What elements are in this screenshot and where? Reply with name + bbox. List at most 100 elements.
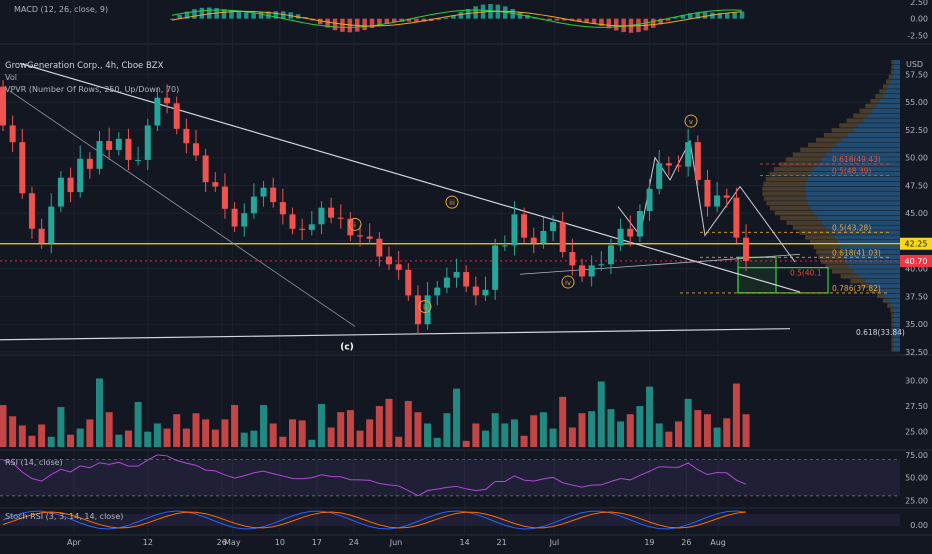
vpvr-bar-down [800,147,832,152]
vpvr-bar-up [882,94,900,99]
fib-level-label: 0.618(33.84) [856,328,905,337]
volume-bar [607,409,615,447]
base-support-line [0,328,791,341]
vpvr-bar-up [805,191,900,196]
vpvr-bar-up [807,201,900,206]
vpvr-bar-up [894,347,900,352]
vpvr-bar-up [807,176,900,182]
candle-body [328,207,335,218]
time-tick-label: 24 [349,538,359,547]
price-tick-label: 50.00 [905,154,928,163]
vpvr-bar-up [821,157,900,162]
vpvr-bar-down [888,74,893,79]
time-tick-label: 14 [460,538,470,547]
level-price-badge [900,237,932,250]
candle-body [28,193,35,229]
price-tick-label: 35.00 [905,320,928,329]
macd-histogram-bar [658,18,663,25]
vpvr-bar-up [888,84,900,89]
volume-bar [636,406,644,447]
candle-body [337,217,344,219]
candles [0,79,750,335]
volume-bar [453,388,461,447]
volume-bar [57,407,65,447]
macd-histogram-bar [414,18,419,22]
macd-histogram-bar [643,18,649,31]
volume-bar [192,413,200,447]
vpvr-bar-down [891,332,894,337]
vpvr-bar-down [891,327,894,333]
vpvr-bar-up [826,152,900,157]
volume-bar [173,414,181,447]
macd-histogram-bar [584,18,589,22]
candle-body [221,186,228,209]
vpvr-bar-up [879,98,900,104]
macd-histogram-bar [673,17,678,19]
inner-trendline [9,90,356,327]
vpvr-bar-up [813,210,900,216]
macd-histogram-bar [621,18,626,33]
vpvr-bar-down [825,264,849,269]
vpvr-bar-up [806,196,900,201]
volume-bar [317,404,325,447]
macd-tick-label: 0.00 [910,15,928,24]
volume-bar [703,414,711,447]
macd-histogram-bar [325,18,330,28]
macd-label: MACD (12, 26, close, 9) [14,5,108,14]
candle-body [598,264,605,266]
vpvr-bar-up [813,167,900,172]
vpvr-bar-down [860,283,873,289]
vpvr-bar-up [848,264,900,269]
macd-histogram-bar [207,7,212,19]
candle-body [704,179,711,207]
vpvr-bar-down [850,279,866,284]
volume-bar [269,423,277,447]
vpvr-bar-down [891,342,894,347]
time-tick-label: 26 [681,538,691,547]
volume-bar [366,419,374,447]
volume-tick-label: 30.00 [905,376,928,385]
time-tick-label: 19 [644,538,654,547]
vpvr-bar-up [834,235,900,240]
volume-bar [221,419,229,447]
wave-marker-circle [561,275,575,289]
volume-bar [646,386,654,447]
macd-histogram-bar [281,11,286,19]
volume-bar [153,423,161,447]
volume-bar [549,428,557,447]
current-price-badge [900,254,932,267]
candle-body [231,208,238,227]
price-axis[interactable]: 57.5055.0052.5050.0047.5045.0042.5040.00… [900,0,932,530]
candle-body [164,97,171,104]
current-price-text: 40.70 [905,257,928,266]
candle-body [376,238,383,257]
vpvr-bar-up [847,133,900,138]
volume-bar [655,423,663,447]
vpvr-bar-up [893,308,900,313]
vpvr-bar-down [765,176,808,182]
volume-bar [231,405,239,447]
vpvr-bar-down [816,249,843,255]
volume-bar [462,440,470,447]
macd-histogram-bar [347,18,353,33]
vpvr-bar-down [785,157,822,162]
time-tick-label: 17 [312,538,322,547]
wave-marker-circle [684,114,698,128]
vpvr-bar-down [763,196,807,201]
candle-body [57,177,64,207]
candle-body [154,97,161,126]
vpvr-bar-down [766,201,808,206]
volume-bar [732,383,740,447]
trend-lines [0,62,900,341]
currency-label: USD [906,60,923,69]
wave-label: i [354,221,356,229]
vpvr-bar-down [891,337,894,342]
volume-bar [424,423,432,447]
vpvr-bar-down [818,254,844,260]
vpvr-bar-down [810,240,838,245]
vpvr-bar-up [831,147,900,152]
vpvr-bar-up [821,220,900,225]
macd-histogram-bar [680,14,686,19]
